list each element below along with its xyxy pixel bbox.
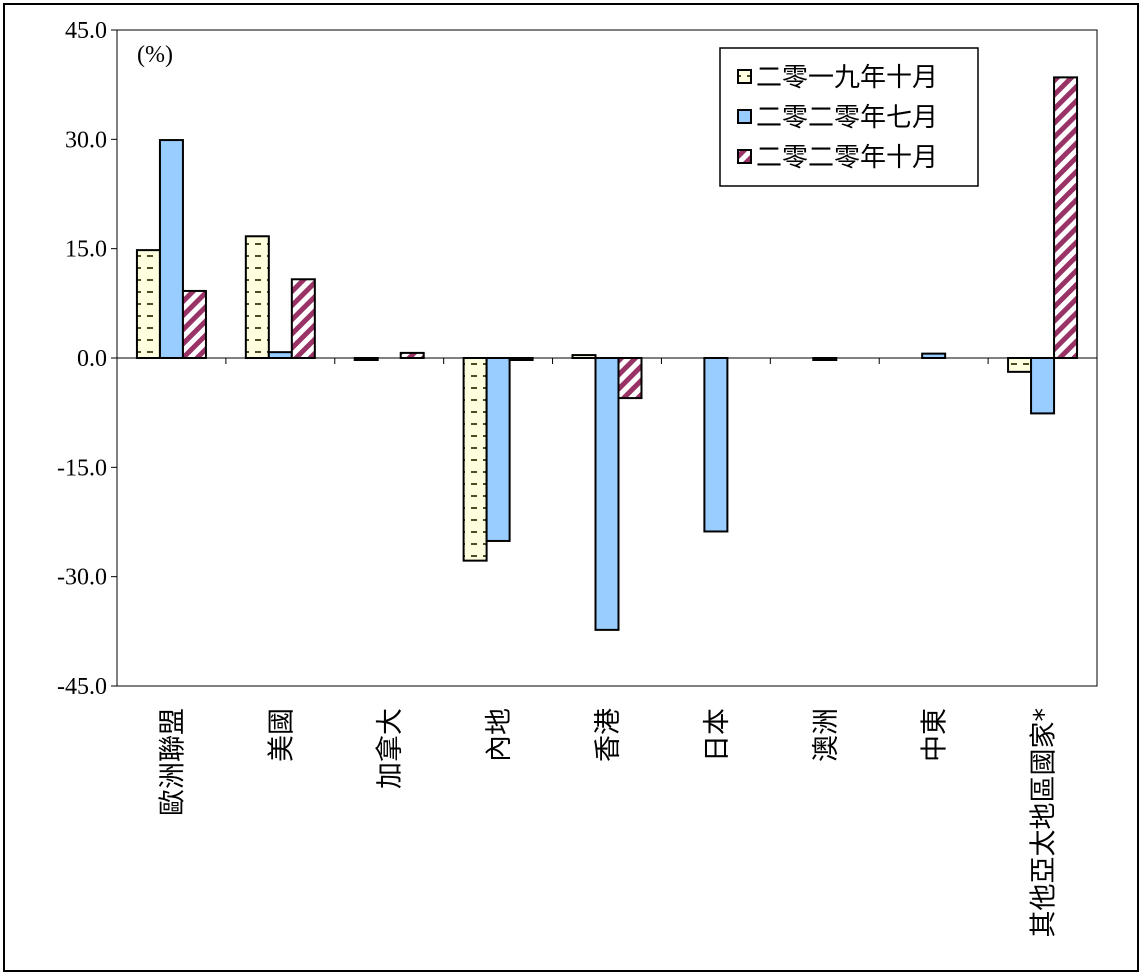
bar bbox=[508, 357, 534, 361]
legend-label: 二零二零年七月 bbox=[756, 103, 938, 133]
legend-swatch bbox=[737, 69, 752, 84]
bar bbox=[703, 357, 729, 533]
y-tick-label: 15.0 bbox=[65, 237, 107, 263]
bar bbox=[571, 354, 597, 359]
bar bbox=[462, 357, 488, 562]
x-category-label: 日本 bbox=[702, 708, 733, 762]
bar bbox=[399, 351, 425, 359]
y-tick-label: -45.0 bbox=[57, 674, 107, 700]
bar bbox=[1007, 357, 1033, 373]
legend-label: 二零二零年十月 bbox=[756, 143, 938, 173]
bar bbox=[290, 278, 316, 359]
bar bbox=[1030, 357, 1056, 415]
legend-box bbox=[719, 47, 979, 187]
plot-area: 45.0 30.0 15.0 0.0 -15.0 -30.0 -45.0 (%) 歐洲聯盟 美國 加… bbox=[57, 18, 1098, 938]
bar bbox=[485, 357, 511, 542]
x-category-label: 中東 bbox=[920, 708, 951, 762]
x-category-label: 歐洲聯盟 bbox=[157, 708, 188, 816]
bar bbox=[244, 235, 270, 359]
x-category-label: 澳洲 bbox=[811, 708, 842, 762]
bar bbox=[921, 352, 947, 360]
bar bbox=[812, 357, 838, 361]
bar bbox=[617, 357, 643, 400]
bar bbox=[353, 357, 379, 361]
x-category-label: 美國 bbox=[266, 708, 297, 762]
bar bbox=[135, 249, 161, 360]
chart-frame bbox=[3, 3, 1139, 972]
bar bbox=[267, 351, 293, 359]
y-tick-label: 30.0 bbox=[65, 127, 107, 153]
x-category-label: 加拿大 bbox=[375, 708, 406, 789]
x-category-label: 內地 bbox=[484, 708, 515, 762]
x-category-label: 香港 bbox=[593, 708, 624, 762]
legend-swatch bbox=[737, 149, 752, 164]
y-tick-label: 45.0 bbox=[65, 18, 107, 44]
bar bbox=[158, 139, 184, 359]
y-tick-label: -15.0 bbox=[57, 455, 107, 481]
x-category-label: 其他亞太地區國家* bbox=[1029, 708, 1060, 938]
legend-label: 二零一九年十月 bbox=[756, 63, 938, 93]
y-unit-label: (%) bbox=[137, 42, 173, 68]
y-tick-label: -30.0 bbox=[57, 565, 107, 591]
y-tick-label: 0.0 bbox=[77, 346, 107, 372]
bar bbox=[1053, 76, 1079, 359]
legend-swatch bbox=[737, 109, 752, 124]
bar bbox=[181, 289, 207, 360]
bar bbox=[594, 357, 620, 631]
